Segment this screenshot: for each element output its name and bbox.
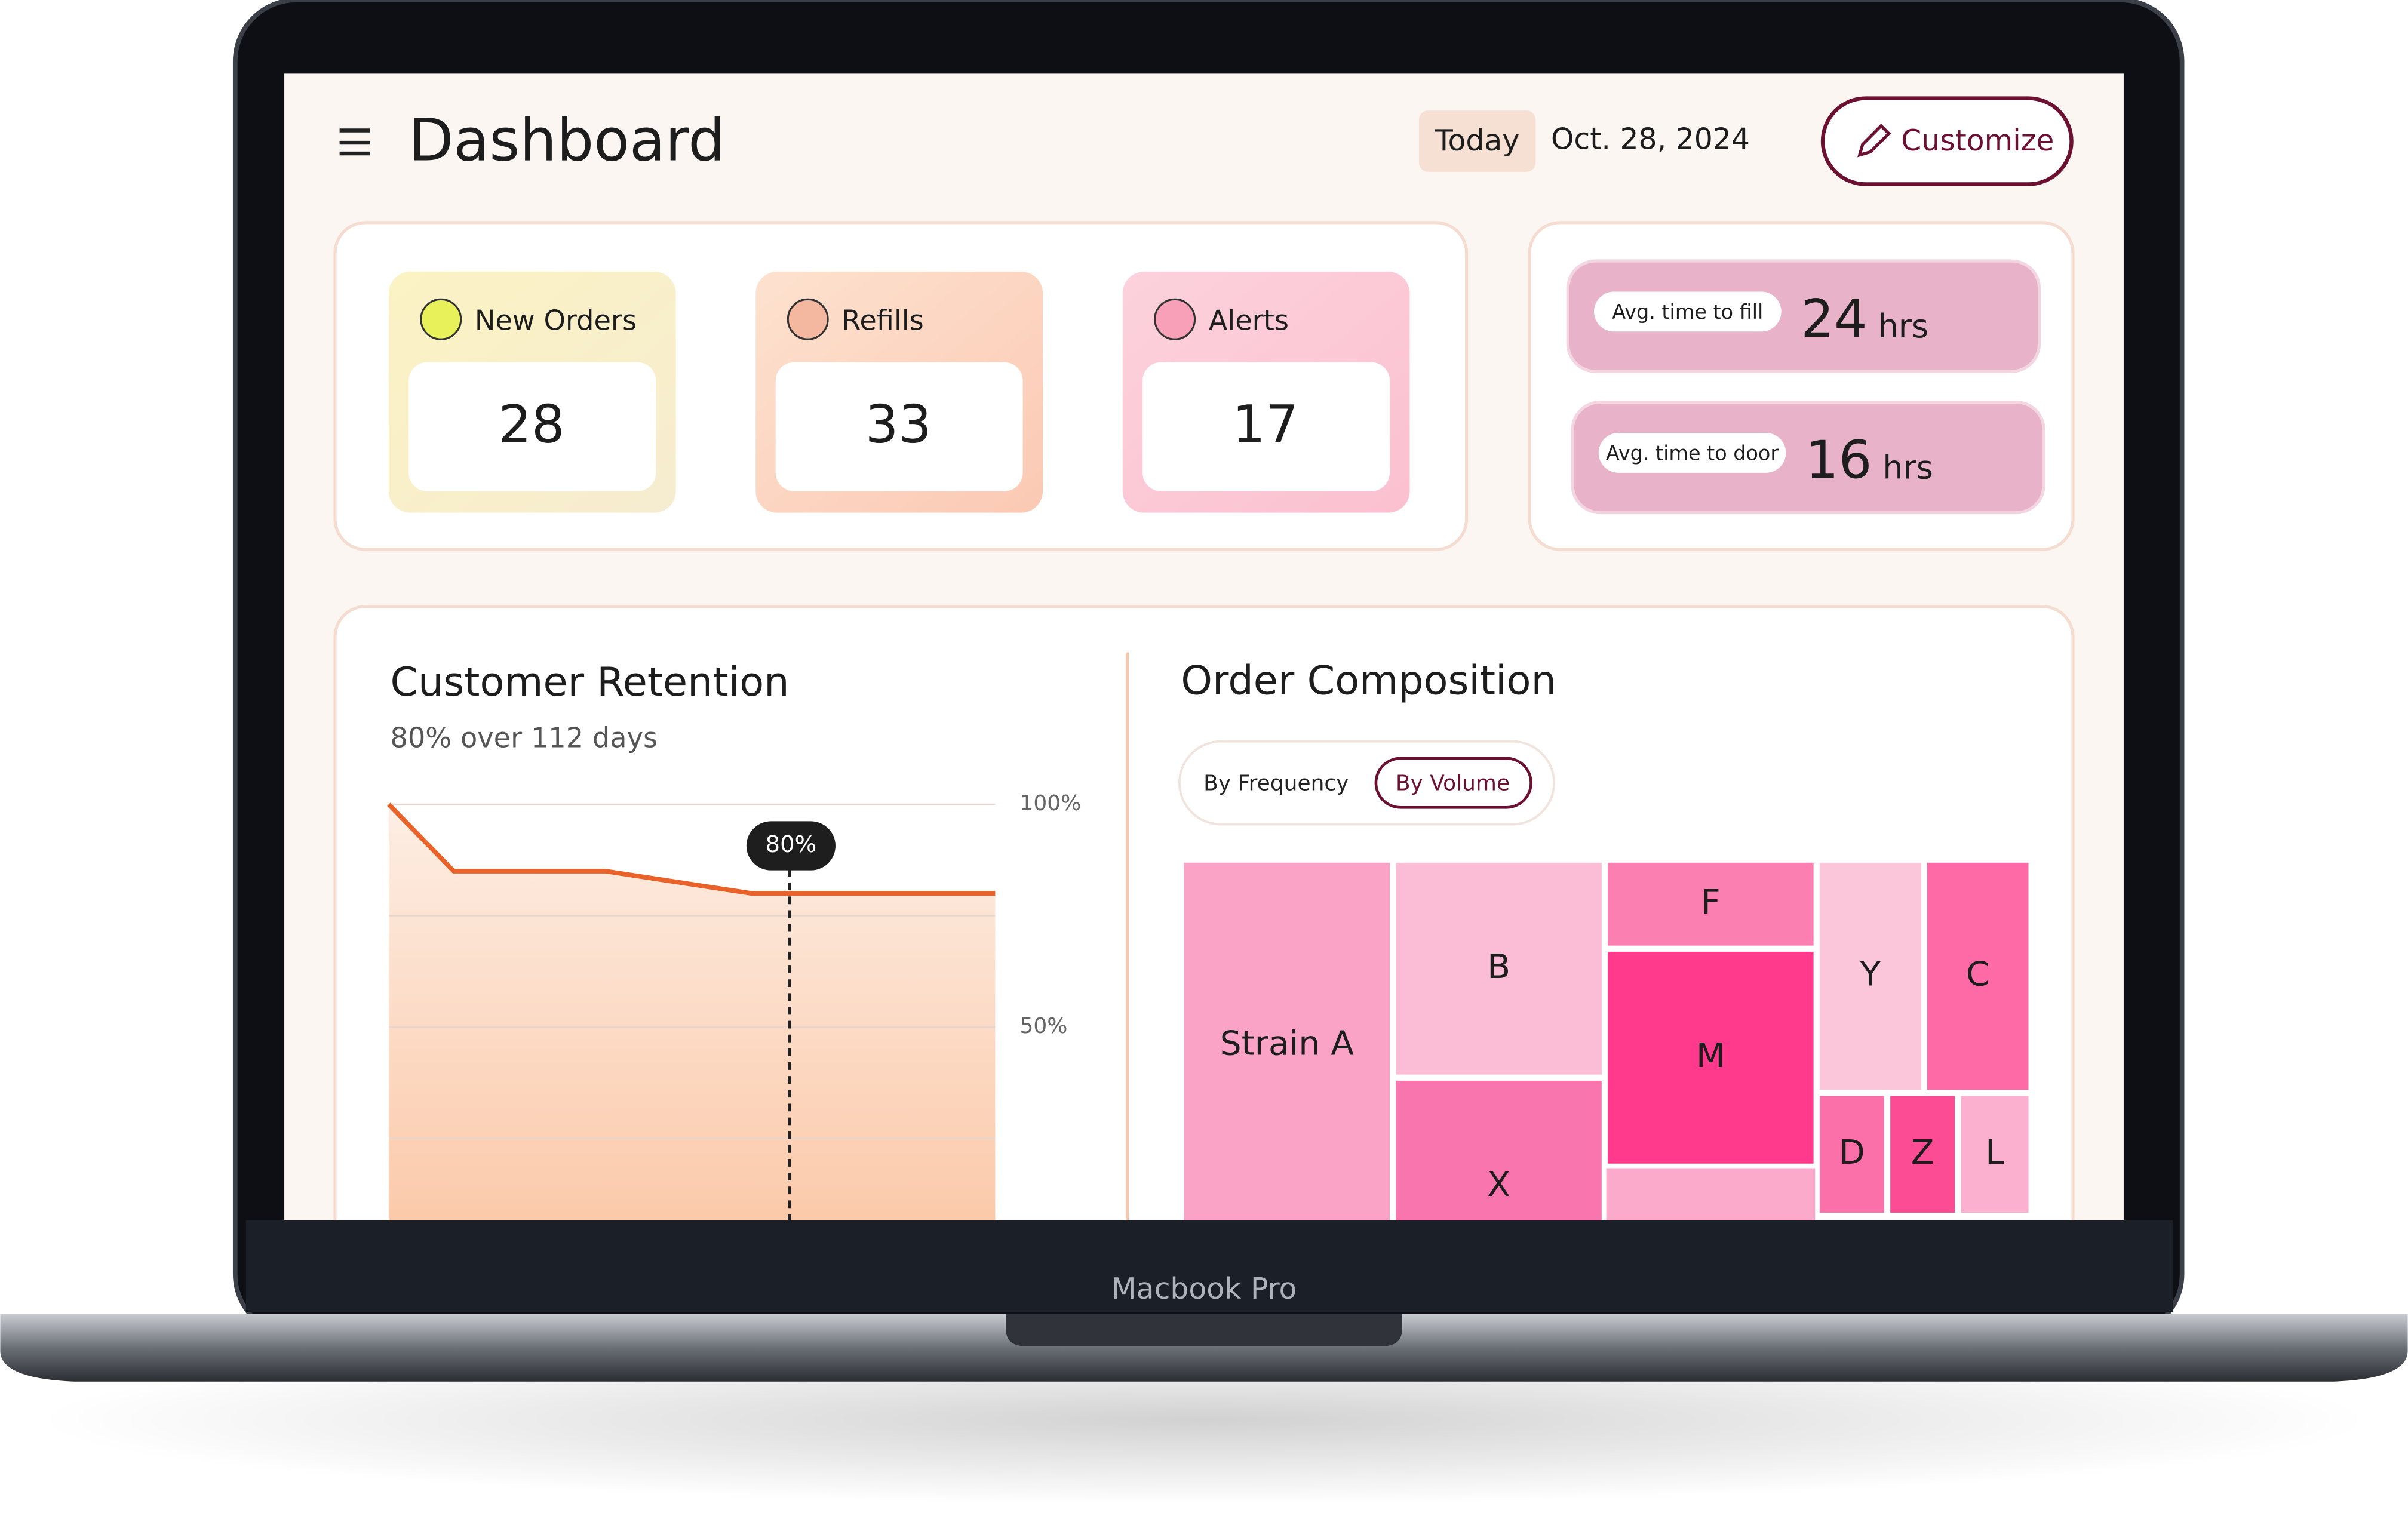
treemap-tile[interactable] <box>1887 1093 1958 1216</box>
tile-label: X <box>1487 1166 1510 1204</box>
timing-value: 24 <box>1801 288 1867 349</box>
bezel <box>245 1220 2173 1313</box>
timing-label-pill <box>1593 291 1782 332</box>
tile-label: C <box>1966 955 1989 994</box>
chart-subtitle: 80% over 112 days <box>390 722 658 754</box>
timing-unit: hrs <box>1882 448 1933 486</box>
laptop-base <box>0 1314 2408 1382</box>
date-label: Today <box>1435 124 1519 158</box>
menu-icon[interactable] <box>339 128 371 156</box>
tile-label: B <box>1487 948 1510 986</box>
timing-card <box>1566 259 2041 373</box>
stat-value: 33 <box>865 394 932 455</box>
tile-label: Y <box>1859 955 1881 994</box>
notch <box>1006 1314 1402 1346</box>
tile-label: L <box>1985 1133 2004 1172</box>
tile-label: Strain A <box>1220 1024 1354 1063</box>
pencil-icon <box>1857 124 1891 158</box>
stat-value: 17 <box>1232 394 1298 455</box>
timing-unit: hrs <box>1878 308 1929 345</box>
treemap-tile[interactable] <box>1816 1093 1888 1216</box>
tooltip-label: 80% <box>766 831 817 858</box>
stat-value-box <box>408 362 656 491</box>
date: Oct. 28, 2024 <box>1551 122 1750 156</box>
stat-icon <box>420 298 462 340</box>
chart-title: Customer Retention <box>390 659 789 705</box>
timing-label-pill <box>1598 432 1786 473</box>
stat-label: Alerts <box>1209 304 1289 336</box>
customize-label[interactable]: Customize <box>1901 124 2054 158</box>
stat-label: New Orders <box>475 304 637 336</box>
treemap-tile[interactable] <box>1393 1077 1605 1232</box>
customize-button[interactable] <box>1820 96 2074 186</box>
treemap-tile[interactable] <box>1816 859 1924 1093</box>
tile-label: D <box>1839 1133 1865 1172</box>
page-title: Dashboard <box>408 107 725 175</box>
stat-value: 28 <box>498 394 564 455</box>
tab[interactable]: By Volume <box>1396 771 1510 796</box>
area <box>388 804 996 1220</box>
treemap-tile[interactable] <box>1604 948 1817 1167</box>
treemap-tile <box>1606 1168 1816 1220</box>
timing-label: Avg. time to fill <box>1612 300 1763 324</box>
date-pill <box>1418 110 1536 172</box>
treemap-tile[interactable] <box>1181 859 1393 1229</box>
tab-active[interactable] <box>1374 757 1532 809</box>
stat-value-box <box>1142 362 1390 491</box>
stat-icon <box>787 298 829 340</box>
timing-value: 16 <box>1805 429 1872 490</box>
device-label: Macbook Pro <box>1111 1272 1297 1306</box>
treemap-tile[interactable] <box>1958 1093 2032 1216</box>
tooltip <box>746 821 836 871</box>
treemap-tile[interactable] <box>1393 859 1605 1078</box>
stat-icon <box>1154 298 1196 340</box>
stat-value-box <box>775 362 1023 491</box>
treemap-tile[interactable] <box>1604 859 1817 949</box>
treemap-tile[interactable] <box>1924 859 2032 1093</box>
tile-label: Z <box>1911 1133 1934 1172</box>
dashboard: Dashboard Today Oct. 28, 2024 Customize … <box>333 96 2075 1232</box>
line <box>387 802 996 896</box>
tile-label: F <box>1701 883 1721 922</box>
y-tick-label: 100% <box>1019 791 1081 816</box>
tile-label: M <box>1696 1037 1725 1075</box>
stat-label: Refills <box>841 304 924 336</box>
section-title: Order Composition <box>1181 657 1556 704</box>
y-tick-label: 50% <box>1019 1014 1067 1038</box>
tab[interactable]: By Frequency <box>1203 771 1349 796</box>
timing-label: Avg. time to door <box>1606 441 1779 465</box>
timing-card <box>1571 400 2045 515</box>
